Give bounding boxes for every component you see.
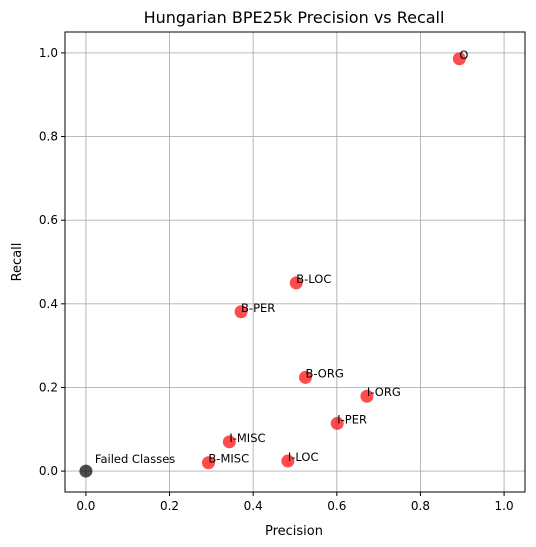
x-tick-label: 0.0	[76, 499, 95, 513]
point-label: B-ORG	[305, 366, 343, 380]
data-point	[222, 435, 236, 449]
axis-ticks: 0.0 0.2 0.4 0.6 0.8 1.0 0.0 0.2 0.4 0.6 0.8 1.0	[39, 46, 514, 513]
y-tick-label: 0.0	[39, 464, 58, 478]
chart-title: Hungarian BPE25k Precision vs Recall	[144, 8, 445, 27]
x-axis-label: Precision	[265, 524, 323, 539]
y-tick-label: 0.6	[39, 213, 58, 227]
plot-frame	[64, 31, 526, 493]
y-tick-label: 1.0	[39, 46, 58, 60]
point-label: I-LOC	[288, 450, 319, 464]
x-tick-label: 1.0	[495, 499, 514, 513]
grid	[65, 32, 525, 492]
y-tick-label: 0.8	[39, 130, 58, 144]
y-axis-label: Recall	[10, 243, 25, 282]
x-tick-label: 0.2	[160, 499, 179, 513]
x-tick-label: 0.6	[327, 499, 346, 513]
failed-class-label: Failed Classes	[95, 452, 175, 466]
data-point	[360, 389, 374, 403]
failed-class-point	[79, 464, 93, 478]
x-tick-label: 0.8	[411, 499, 430, 513]
data-point	[281, 454, 295, 468]
data-point	[289, 276, 303, 290]
point-label: B-MISC	[208, 452, 249, 466]
point-label: I-PER	[337, 412, 367, 426]
data-point	[452, 52, 466, 66]
point-label: I-ORG	[367, 385, 401, 399]
data-point	[201, 456, 215, 470]
data-point	[234, 305, 248, 319]
x-tick-label: 0.4	[244, 499, 263, 513]
data-point	[298, 370, 312, 384]
y-tick-label: 0.2	[39, 380, 58, 394]
point-label: I-MISC	[229, 431, 265, 445]
data-point	[330, 416, 344, 430]
point-label: O	[459, 48, 468, 62]
point-label: B-PER	[241, 301, 275, 315]
y-tick-label: 0.4	[39, 297, 58, 311]
point-label: B-LOC	[296, 272, 331, 286]
